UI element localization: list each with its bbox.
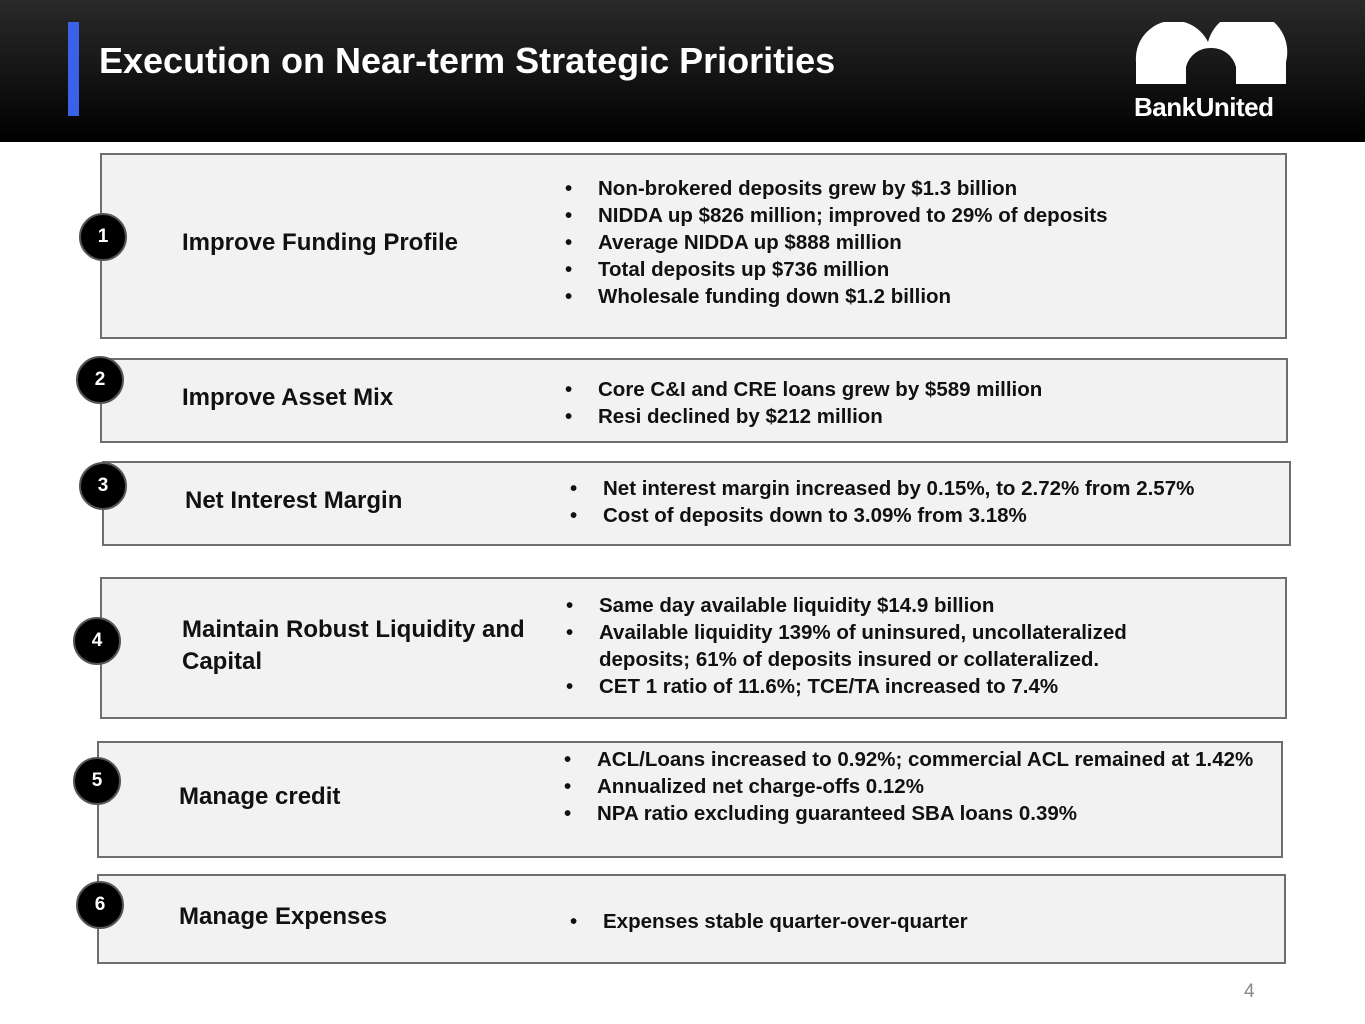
bullet-item: CET 1 ratio of 11.6%; TCE/TA increased t… (566, 673, 1191, 700)
accent-bar (68, 22, 79, 116)
bullet-item: Available liquidity 139% of uninsured, u… (566, 619, 1191, 673)
bullet-item: Annualized net charge-offs 0.12% (564, 773, 1269, 800)
bullet-item: NPA ratio excluding guaranteed SBA loans… (564, 800, 1269, 827)
bullet-item: Expenses stable quarter-over-quarter (570, 908, 1270, 935)
logo-text: BankUnited (1134, 92, 1274, 122)
slide-title: Execution on Near-term Strategic Priorit… (99, 40, 836, 81)
priority-number: 3 (79, 462, 127, 510)
priority-label: Net Interest Margin (185, 487, 403, 514)
bullet-item: Non-brokered deposits grew by $1.3 billi… (565, 175, 1265, 202)
bullet-item: NIDDA up $826 million; improved to 29% o… (565, 202, 1265, 229)
priority-number: 1 (79, 213, 127, 261)
priority-label: Manage Expenses (179, 903, 388, 930)
priority-label: Maintain Robust Liquidity and Capital (182, 616, 525, 675)
bullet-item: Core C&I and CRE loans grew by $589 mill… (565, 376, 1265, 403)
priority-label: Manage credit (179, 783, 341, 810)
bullet-item: Resi declined by $212 million (565, 403, 1265, 430)
bullet-item: Net interest margin increased by 0.15%, … (570, 475, 1280, 502)
bullet-item: Wholesale funding down $1.2 billion (565, 283, 1265, 310)
priority-number: 5 (73, 757, 121, 805)
bullet-item: Average NIDDA up $888 million (565, 229, 1265, 256)
bullet-item: Cost of deposits down to 3.09% from 3.18… (570, 502, 1280, 529)
bullet-item: Total deposits up $736 million (565, 256, 1265, 283)
priority-label: Improve Asset Mix (182, 384, 394, 411)
bullet-item: ACL/Loans increased to 0.92%; commercial… (564, 746, 1269, 773)
priority-number: 6 (76, 881, 124, 929)
logo-mark (1135, 22, 1288, 84)
priority-label: Improve Funding Profile (182, 229, 459, 256)
priority-number: 4 (73, 617, 121, 665)
bullet-item: Same day available liquidity $14.9 billi… (566, 592, 1191, 619)
page-number: 4 (1244, 981, 1255, 1002)
priority-number: 2 (76, 356, 124, 404)
